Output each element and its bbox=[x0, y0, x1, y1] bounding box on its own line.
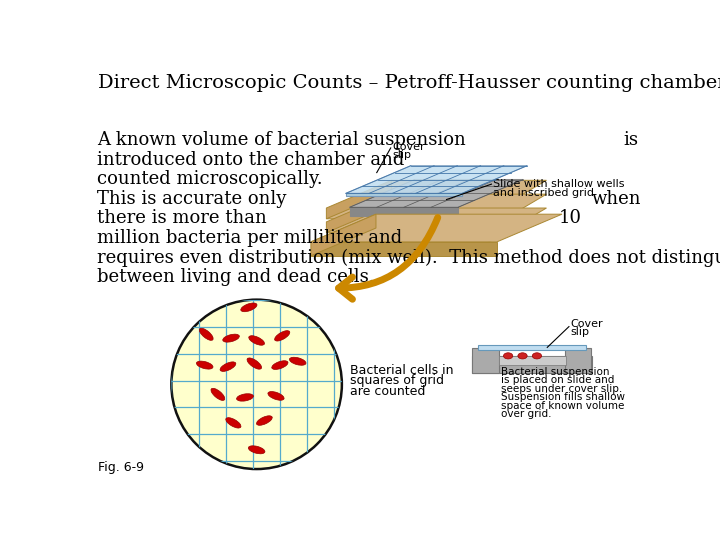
Text: Cover: Cover bbox=[392, 142, 425, 152]
Text: squares of grid: squares of grid bbox=[350, 374, 444, 387]
Bar bbox=[472, 356, 593, 373]
Ellipse shape bbox=[220, 362, 236, 372]
Text: Bacterial cells in: Bacterial cells in bbox=[350, 363, 453, 376]
Bar bbox=[498, 356, 566, 365]
Ellipse shape bbox=[248, 446, 265, 454]
Text: slip: slip bbox=[570, 327, 590, 338]
Text: requires even distribution (mix well).  This method does not distinguish: requires even distribution (mix well). T… bbox=[97, 248, 720, 267]
Ellipse shape bbox=[226, 417, 241, 428]
Text: Cover: Cover bbox=[570, 319, 603, 329]
Bar bbox=[478, 345, 586, 350]
Text: when: when bbox=[593, 190, 642, 208]
Polygon shape bbox=[326, 194, 546, 233]
Text: and inscribed grid: and inscribed grid bbox=[493, 188, 594, 198]
Ellipse shape bbox=[211, 388, 225, 401]
Text: introduced onto the chamber and: introduced onto the chamber and bbox=[97, 151, 405, 169]
Polygon shape bbox=[326, 180, 546, 219]
Ellipse shape bbox=[197, 361, 213, 369]
Text: A known volume of bacterial suspension: A known volume of bacterial suspension bbox=[97, 131, 466, 150]
Polygon shape bbox=[350, 207, 458, 217]
Polygon shape bbox=[326, 208, 546, 247]
Ellipse shape bbox=[199, 328, 213, 340]
Text: space of known volume: space of known volume bbox=[500, 401, 624, 410]
Polygon shape bbox=[346, 193, 462, 197]
Ellipse shape bbox=[518, 353, 527, 359]
Ellipse shape bbox=[237, 394, 253, 401]
Ellipse shape bbox=[248, 336, 264, 345]
Polygon shape bbox=[326, 194, 392, 233]
Ellipse shape bbox=[256, 416, 272, 426]
Text: over grid.: over grid. bbox=[500, 409, 552, 419]
Polygon shape bbox=[350, 179, 523, 207]
Circle shape bbox=[171, 300, 342, 469]
Polygon shape bbox=[311, 242, 497, 256]
Text: Direct Microscopic Counts – Petroff-Hausser counting chamber: Direct Microscopic Counts – Petroff-Haus… bbox=[98, 74, 720, 92]
Polygon shape bbox=[346, 166, 527, 193]
Text: Slide with shallow wells: Slide with shallow wells bbox=[493, 179, 624, 189]
FancyArrowPatch shape bbox=[338, 218, 438, 299]
Text: counted microscopically.: counted microscopically. bbox=[97, 171, 323, 188]
Ellipse shape bbox=[222, 334, 239, 342]
Text: Fig. 6-9: Fig. 6-9 bbox=[98, 461, 144, 474]
Ellipse shape bbox=[268, 392, 284, 400]
Text: 10: 10 bbox=[559, 210, 582, 227]
Polygon shape bbox=[311, 214, 376, 256]
Polygon shape bbox=[326, 208, 392, 247]
Text: Bacterial suspension: Bacterial suspension bbox=[500, 367, 609, 376]
Ellipse shape bbox=[289, 357, 306, 365]
Polygon shape bbox=[326, 180, 392, 219]
Text: is: is bbox=[624, 131, 639, 150]
Text: there is more than: there is more than bbox=[97, 210, 267, 227]
Text: slip: slip bbox=[392, 150, 411, 159]
Bar bbox=[472, 348, 498, 373]
Text: This is accurate only: This is accurate only bbox=[97, 190, 287, 208]
Text: Suspension fills shallow: Suspension fills shallow bbox=[500, 392, 625, 402]
Ellipse shape bbox=[503, 353, 513, 359]
Text: is placed on slide and: is placed on slide and bbox=[500, 375, 614, 385]
Ellipse shape bbox=[532, 353, 541, 359]
Polygon shape bbox=[311, 214, 562, 242]
Text: seeps under cover slip.: seeps under cover slip. bbox=[500, 383, 622, 394]
Ellipse shape bbox=[247, 358, 261, 369]
Ellipse shape bbox=[274, 330, 289, 341]
Bar bbox=[565, 348, 591, 373]
Ellipse shape bbox=[271, 361, 288, 369]
Text: million bacteria per milliliter and: million bacteria per milliliter and bbox=[97, 229, 402, 247]
Ellipse shape bbox=[240, 303, 257, 312]
Text: between living and dead cells.: between living and dead cells. bbox=[97, 268, 375, 286]
Text: are counted: are counted bbox=[350, 385, 425, 398]
